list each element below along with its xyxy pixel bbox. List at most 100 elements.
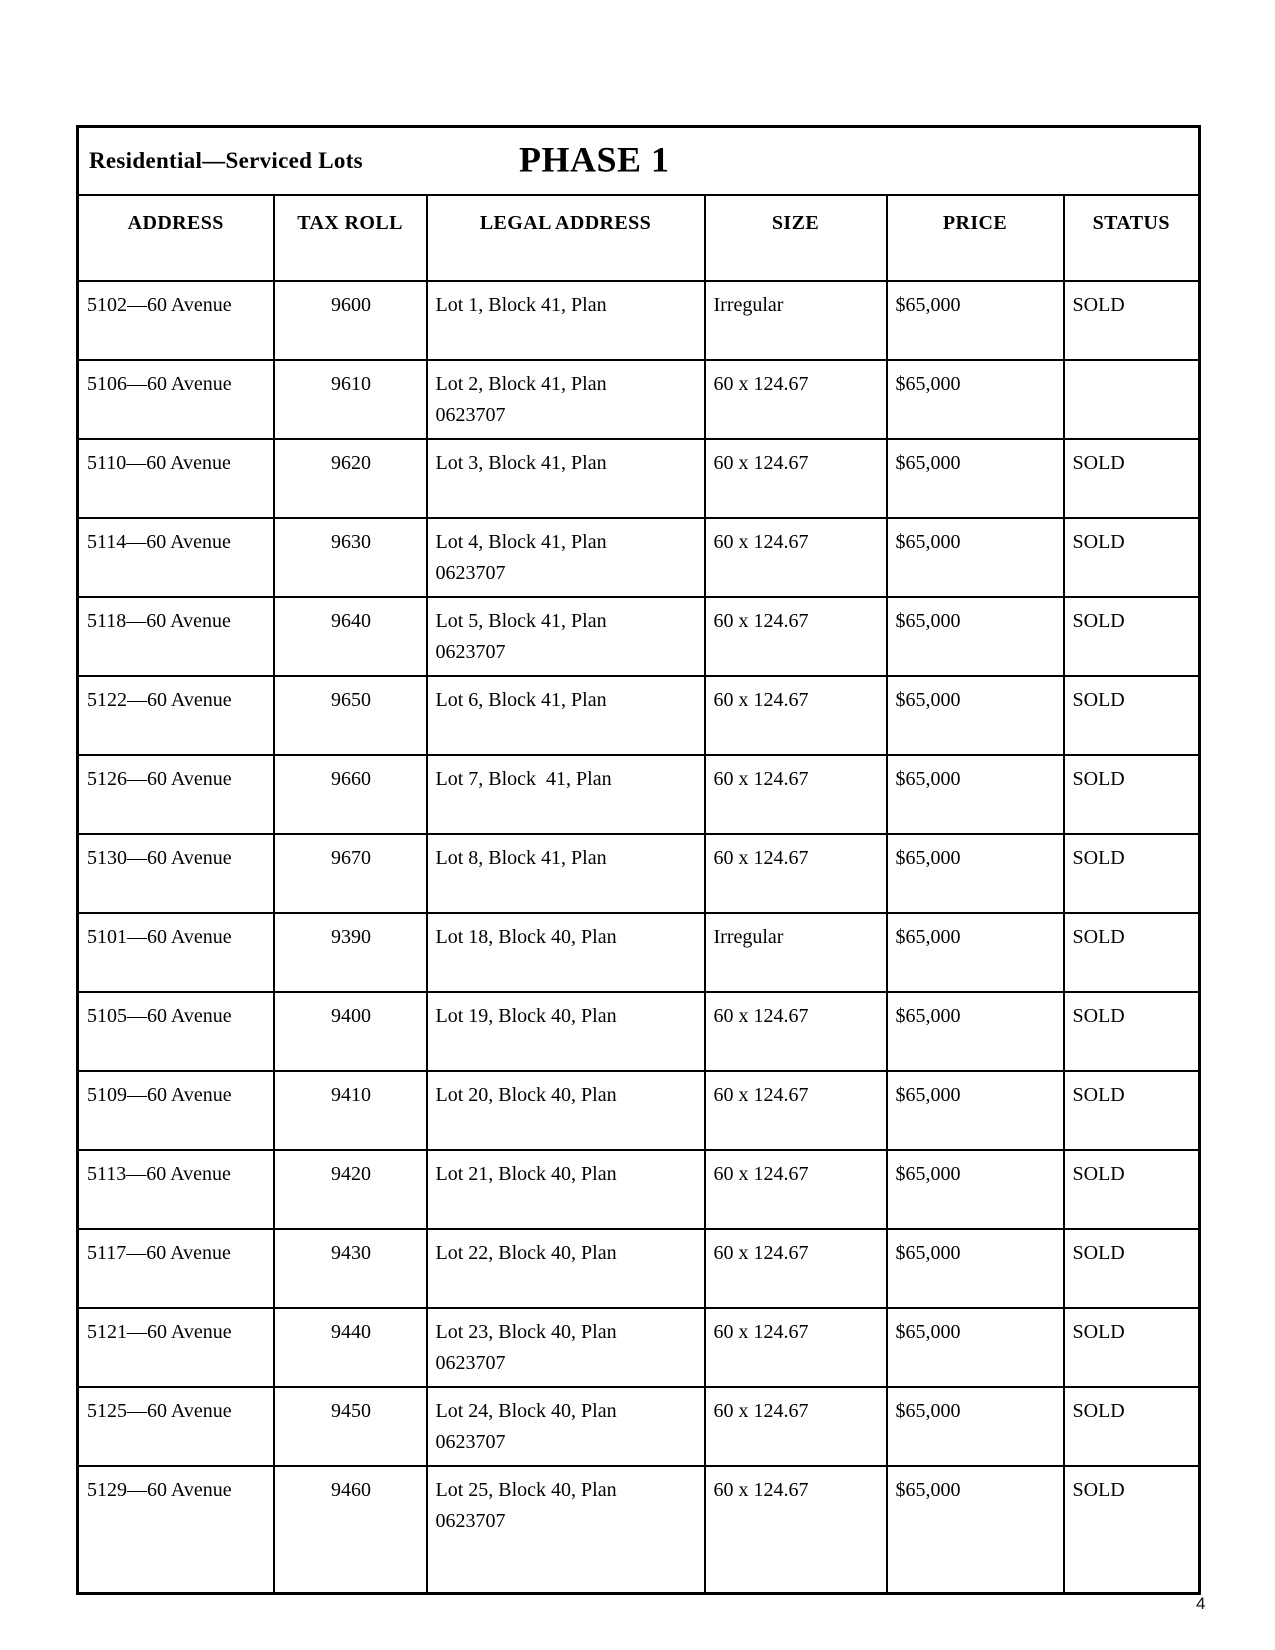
cell-tax-roll: 9420 (272, 1149, 428, 1230)
table-title-row: Residential—Serviced Lots PHASE 1 (76, 125, 1201, 196)
cell-legal-address: Lot 25, Block 40, Plan 0623707 (425, 1465, 706, 1595)
cell-size: 60 x 124.67 (703, 1228, 888, 1309)
cell-size: Irregular (703, 912, 888, 993)
cell-price: $65,000 (885, 280, 1065, 361)
legal-address-line1: Lot 23, Block 40, Plan (435, 1321, 617, 1343)
table-row: 5129—60 Avenue 9460 Lot 25, Block 40, Plan… (76, 1465, 1201, 1595)
legal-address-line1: Lot 7, Block 41, Plan (435, 768, 612, 790)
cell-tax-roll: 9600 (272, 280, 428, 361)
cell-address: 5114—60 Avenue (76, 517, 275, 598)
cell-price: $65,000 (885, 912, 1065, 993)
cell-legal-address: Lot 21, Block 40, Plan (425, 1149, 706, 1230)
cell-size: 60 x 124.67 (703, 438, 888, 519)
cell-size: 60 x 124.67 (703, 596, 888, 677)
table-title-cell: Residential—Serviced Lots PHASE 1 (76, 125, 1201, 196)
cell-size: 60 x 124.67 (703, 359, 888, 440)
cell-status: SOLD (1062, 517, 1201, 598)
legal-address-line1: Lot 4, Block 41, Plan (435, 531, 607, 553)
column-header-tax-roll: TAX ROLL (272, 194, 428, 282)
cell-address: 5121—60 Avenue (76, 1307, 275, 1388)
cell-address: 5109—60 Avenue (76, 1070, 275, 1151)
cell-price: $65,000 (885, 1070, 1065, 1151)
cell-status: SOLD (1062, 1149, 1201, 1230)
legal-address-line1: Lot 8, Block 41, Plan (435, 847, 607, 869)
legal-address-line2: 0623707 (435, 1431, 506, 1453)
cell-tax-roll: 9410 (272, 1070, 428, 1151)
cell-tax-roll: 9400 (272, 991, 428, 1072)
legal-address-line2: 0623707 (435, 562, 506, 584)
cell-size: 60 x 124.67 (703, 1465, 888, 1595)
table-row: 5118—60 Avenue 9640 Lot 5, Block 41, Plan 0… (76, 596, 1201, 677)
cell-tax-roll: 9390 (272, 912, 428, 993)
lot-rows: 5102—60 Avenue 9600 Lot 1, Block 41, Plan I… (76, 280, 1201, 1595)
cell-price: $65,000 (885, 1465, 1065, 1595)
cell-size: 60 x 124.67 (703, 833, 888, 914)
cell-size: 60 x 124.67 (703, 675, 888, 756)
legal-address-line1: Lot 24, Block 40, Plan (435, 1400, 617, 1422)
table-row: 5114—60 Avenue 9630 Lot 4, Block 41, Plan 0… (76, 517, 1201, 598)
cell-legal-address: Lot 24, Block 40, Plan 0623707 (425, 1386, 706, 1467)
cell-tax-roll: 9640 (272, 596, 428, 677)
cell-legal-address: Lot 6, Block 41, Plan (425, 675, 706, 756)
cell-address: 5105—60 Avenue (76, 991, 275, 1072)
cell-status: SOLD (1062, 438, 1201, 519)
cell-price: $65,000 (885, 991, 1065, 1072)
cell-legal-address: Lot 3, Block 41, Plan (425, 438, 706, 519)
cell-tax-roll: 9440 (272, 1307, 428, 1388)
cell-size: 60 x 124.67 (703, 1070, 888, 1151)
cell-legal-address: Lot 5, Block 41, Plan 0623707 (425, 596, 706, 677)
cell-legal-address: Lot 1, Block 41, Plan (425, 280, 706, 361)
cell-address: 5101—60 Avenue (76, 912, 275, 993)
legal-address-line2: 0623707 (435, 404, 506, 426)
cell-size: 60 x 124.67 (703, 754, 888, 835)
legal-address-line1: Lot 21, Block 40, Plan (435, 1163, 617, 1185)
cell-status: SOLD (1062, 1386, 1201, 1467)
cell-status: SOLD (1062, 596, 1201, 677)
legal-address-line1: Lot 3, Block 41, Plan (435, 452, 607, 474)
cell-legal-address: Lot 8, Block 41, Plan (425, 833, 706, 914)
cell-tax-roll: 9670 (272, 833, 428, 914)
cell-status: SOLD (1062, 833, 1201, 914)
cell-tax-roll: 9450 (272, 1386, 428, 1467)
legal-address-line2: 0623707 (435, 1352, 506, 1374)
table-header-row: ADDRESS TAX ROLL LEGAL ADDRESS SIZE PRIC… (76, 194, 1201, 282)
cell-price: $65,000 (885, 754, 1065, 835)
column-header-price: PRICE (885, 194, 1065, 282)
cell-address: 5125—60 Avenue (76, 1386, 275, 1467)
legal-address-line2: 0623707 (435, 1510, 506, 1532)
page-number: 4 (1196, 1594, 1206, 1613)
cell-legal-address: Lot 20, Block 40, Plan (425, 1070, 706, 1151)
table-row: 5105—60 Avenue 9400 Lot 19, Block 40, Plan… (76, 991, 1201, 1072)
cell-status: SOLD (1062, 1228, 1201, 1309)
cell-address: 5117—60 Avenue (76, 1228, 275, 1309)
cell-tax-roll: 9460 (272, 1465, 428, 1595)
table-row: 5125—60 Avenue 9450 Lot 24, Block 40, Plan… (76, 1386, 1201, 1467)
cell-price: $65,000 (885, 438, 1065, 519)
table-row: 5113—60 Avenue 9420 Lot 21, Block 40, Plan… (76, 1149, 1201, 1230)
cell-address: 5118—60 Avenue (76, 596, 275, 677)
cell-tax-roll: 9620 (272, 438, 428, 519)
legal-address-line1: Lot 1, Block 41, Plan (435, 294, 607, 316)
legal-address-line1: Lot 20, Block 40, Plan (435, 1084, 617, 1106)
cell-legal-address: Lot 18, Block 40, Plan (425, 912, 706, 993)
cell-size: 60 x 124.67 (703, 1307, 888, 1388)
column-header-size: SIZE (703, 194, 888, 282)
cell-legal-address: Lot 7, Block 41, Plan (425, 754, 706, 835)
cell-size: 60 x 124.67 (703, 1386, 888, 1467)
table-row: 5126—60 Avenue 9660 Lot 7, Block 41, Plan 6… (76, 754, 1201, 835)
cell-price: $65,000 (885, 833, 1065, 914)
cell-tax-roll: 9610 (272, 359, 428, 440)
legal-address-line1: Lot 5, Block 41, Plan (435, 610, 607, 632)
cell-status: SOLD (1062, 1465, 1201, 1595)
cell-status: SOLD (1062, 675, 1201, 756)
cell-size: Irregular (703, 280, 888, 361)
cell-legal-address: Lot 2, Block 41, Plan 0623707 (425, 359, 706, 440)
cell-address: 5113—60 Avenue (76, 1149, 275, 1230)
cell-price: $65,000 (885, 359, 1065, 440)
table-row: 5101—60 Avenue 9390 Lot 18, Block 40, Plan… (76, 912, 1201, 993)
cell-status: SOLD (1062, 1307, 1201, 1388)
serviced-lots-table: Residential—Serviced Lots PHASE 1 ADDRES… (76, 125, 1202, 1595)
cell-legal-address: Lot 19, Block 40, Plan (425, 991, 706, 1072)
table-row: 5106—60 Avenue 9610 Lot 2, Block 41, Plan 0… (76, 359, 1201, 440)
cell-price: $65,000 (885, 1228, 1065, 1309)
